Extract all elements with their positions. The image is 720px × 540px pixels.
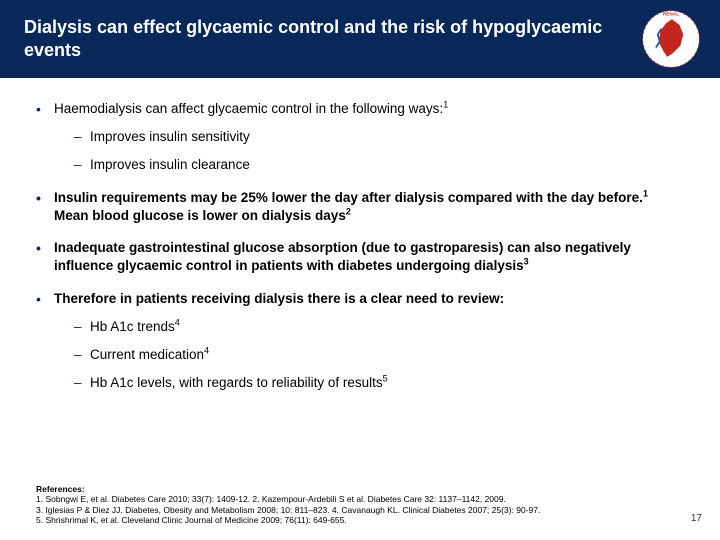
slide: Dialysis can effect glycaemic control an… (0, 0, 720, 540)
bullet-list: Haemodialysis can affect glycaemic contr… (36, 100, 684, 392)
citation-sup: 4 (175, 317, 180, 327)
reference-line: 5. Shrishrimal K, et al. Cleveland Clini… (36, 515, 636, 526)
bullet-text: Insulin requirements may be 25% lower th… (54, 190, 643, 205)
references-block: References: 1. Sobngwi E, et al. Diabete… (36, 484, 636, 527)
renal-society-logo: RENAL (632, 6, 710, 72)
citation-sup: 1 (643, 188, 648, 198)
slide-body: Haemodialysis can affect glycaemic contr… (0, 78, 720, 392)
bullet-item: Inadequate gastrointestinal glucose abso… (36, 239, 684, 275)
sub-bullet-text: Hb A1c trends (90, 319, 175, 334)
bullet-item: Therefore in patients receiving dialysis… (36, 290, 684, 393)
citation-sup: 1 (443, 100, 448, 110)
reference-line: 3. Iglesias P & Diez JJ. Diabetes, Obesi… (36, 505, 636, 516)
citation-sup: 4 (204, 345, 209, 355)
slide-title: Dialysis can effect glycaemic control an… (24, 16, 620, 63)
reference-line: 1. Sobngwi E, et al. Diabetes Care 2010;… (36, 494, 636, 505)
sub-bullet-text: Improves insulin clearance (90, 157, 250, 172)
bullet-text: Inadequate gastrointestinal glucose abso… (54, 240, 631, 273)
bullet-item: Haemodialysis can affect glycaemic contr… (36, 100, 684, 175)
bullet-text: Mean blood glucose is lower on dialysis … (54, 208, 346, 223)
bullet-text: Therefore in patients receiving dialysis… (54, 291, 504, 306)
citation-sup: 5 (383, 374, 388, 384)
bullet-text: Haemodialysis can affect glycaemic contr… (54, 101, 443, 116)
svg-text:RENAL: RENAL (663, 11, 679, 16)
citation-sup: 3 (524, 257, 529, 267)
slide-header: Dialysis can effect glycaemic control an… (0, 0, 720, 78)
sub-bullet-text: Current medication (90, 347, 204, 362)
sub-bullet-item: Current medication4 (54, 346, 684, 364)
bullet-item: Insulin requirements may be 25% lower th… (36, 189, 684, 225)
sub-bullet-item: Improves insulin clearance (54, 156, 684, 174)
sub-bullet-text: Improves insulin sensitivity (90, 129, 250, 144)
sub-bullet-item: Improves insulin sensitivity (54, 128, 684, 146)
sub-bullet-item: Hb A1c trends4 (54, 318, 684, 336)
sub-bullet-text: Hb A1c levels, with regards to reliabili… (90, 375, 383, 390)
references-title: References: (36, 484, 636, 495)
citation-sup: 2 (346, 206, 351, 216)
page-number: 17 (691, 513, 702, 524)
sub-bullet-item: Hb A1c levels, with regards to reliabili… (54, 374, 684, 392)
